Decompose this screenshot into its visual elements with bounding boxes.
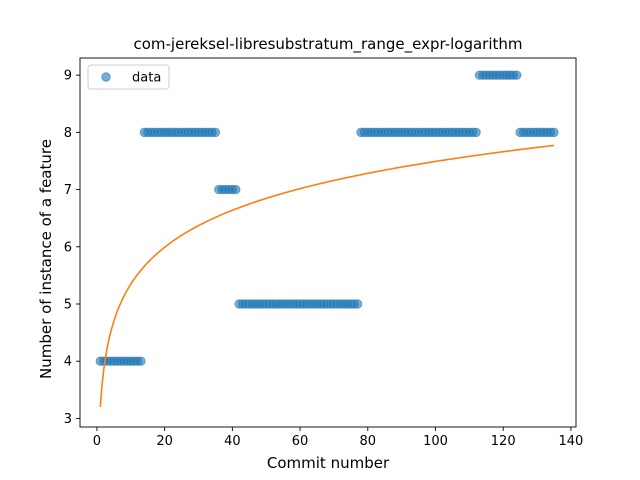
legend-marker bbox=[101, 72, 111, 82]
plot-area: 0 20 40 60 80 100 120 140 3 4 5 6 7 8 9 data bbox=[64, 57, 584, 449]
y-axis-label: Number of instance of a feature bbox=[37, 139, 55, 379]
y-tick-label: 5 bbox=[64, 298, 72, 313]
axes-frame bbox=[79, 57, 577, 428]
data-point bbox=[512, 70, 522, 80]
legend-box bbox=[87, 64, 170, 90]
x-axis-label: Commit number bbox=[267, 454, 390, 472]
x-tick-label: 100 bbox=[423, 434, 448, 449]
y-tick-label: 4 bbox=[64, 355, 72, 370]
data-point bbox=[136, 356, 146, 366]
data-point bbox=[549, 127, 559, 138]
y-tick-label: 7 bbox=[64, 183, 72, 198]
y-tick-label: 6 bbox=[64, 240, 72, 255]
x-tick-label: 140 bbox=[559, 434, 584, 449]
y-tick-label: 9 bbox=[64, 69, 72, 84]
x-tick-label: 60 bbox=[292, 434, 309, 449]
x-tick-label: 20 bbox=[156, 434, 173, 449]
x-tick-label: 0 bbox=[93, 434, 101, 449]
data-point bbox=[471, 127, 481, 138]
y-tick-label: 3 bbox=[64, 412, 72, 427]
y-tick-label: 8 bbox=[64, 126, 72, 141]
x-tick-label: 40 bbox=[224, 434, 241, 449]
legend-label: data bbox=[132, 71, 161, 86]
fit-curve bbox=[99, 144, 555, 408]
data-point bbox=[352, 299, 363, 309]
x-tick-label: 120 bbox=[491, 434, 516, 449]
data-point bbox=[231, 184, 241, 195]
x-tick-label: 80 bbox=[360, 434, 377, 449]
chart-title: com-jereksel-libresubstratum_range_expr-… bbox=[133, 35, 522, 54]
data-point bbox=[210, 127, 221, 138]
